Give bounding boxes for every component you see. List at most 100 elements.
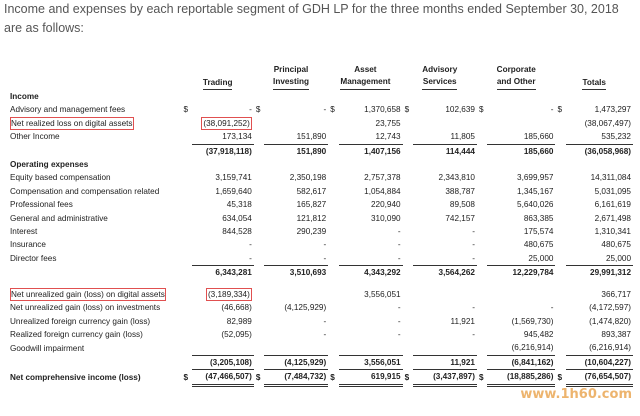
row-label: Realized foreign currency gain (loss) [10, 329, 143, 339]
currency-sign [403, 117, 413, 130]
currency-sign [182, 212, 192, 225]
currency-sign [477, 225, 487, 238]
cell-value: 863,385 [523, 213, 554, 223]
cell-value: (36,058,968) [565, 143, 633, 159]
currency-sign [328, 130, 338, 144]
currency-sign [328, 288, 338, 301]
currency-sign [254, 355, 264, 369]
currency-sign: $ [404, 105, 410, 115]
table-row: Unrealized foreign currency gain (loss) 8… [8, 315, 633, 328]
table-row: Net unrealized gain (loss) on investment… [8, 301, 633, 314]
currency-sign [477, 130, 487, 144]
table-row: Net unrealized gain (loss) on digital as… [8, 287, 633, 302]
currency-sign [555, 301, 565, 314]
currency-sign [555, 225, 565, 238]
currency-sign [328, 171, 338, 184]
highlighted-value: (3,189,334) [205, 287, 252, 302]
table-row: Net comprehensive income (loss) $ (47,466,… [8, 369, 633, 387]
currency-sign [182, 185, 192, 198]
currency-sign [555, 266, 565, 280]
cell-value: 185,660 [487, 143, 556, 159]
cell-value: 3,564,262 [412, 265, 477, 280]
cell-value: 3,510,693 [264, 265, 329, 280]
cell-value: - [397, 253, 401, 263]
table-row: Net realized loss on digital assets (38,0… [8, 116, 633, 131]
currency-sign [555, 288, 565, 301]
cell-value: - [397, 240, 401, 250]
row-label: Insurance [10, 240, 46, 250]
cell-value: 12,743 [375, 132, 401, 142]
currency-sign [477, 266, 487, 280]
cell-value: 151,890 [296, 132, 327, 142]
currency-sign [328, 301, 338, 314]
table-row: Realized foreign currency gain (loss) (52… [8, 328, 633, 341]
cell-value: 175,574 [523, 227, 554, 237]
currency-sign [182, 266, 192, 280]
cell-value: 619,915 [338, 369, 403, 387]
currency-sign [328, 328, 338, 341]
section-heading-row: Income [8, 90, 633, 103]
cell-value: (1,474,820) [589, 316, 631, 326]
currency-sign [555, 355, 565, 369]
cell-value: 310,090 [370, 213, 401, 223]
cell-value: 11,805 [450, 132, 475, 142]
row-label: Director fees [10, 254, 57, 264]
currency-sign [328, 144, 338, 158]
cell-value: 480,675 [523, 240, 554, 250]
currency-sign [182, 117, 192, 130]
currency-sign [403, 328, 413, 341]
cell-value: 220,940 [370, 200, 401, 210]
segment-income-table: Trading Principal Investing Asset Manageme… [8, 64, 633, 387]
currency-sign [555, 328, 565, 341]
cell-value: 3,556,051 [364, 289, 401, 299]
currency-sign [403, 198, 413, 211]
currency-sign: $ [557, 105, 563, 115]
cell-value: (10,604,227) [565, 354, 633, 370]
row-label: Goodwill impairment [10, 343, 85, 353]
currency-sign [477, 171, 487, 184]
cell-value: 1,345,167 [517, 186, 554, 196]
currency-sign [254, 266, 264, 280]
table-row: (37,918,118) 151,890 1,407,156 114,444 185,6… [8, 143, 633, 159]
currency-sign [182, 355, 192, 369]
cell-value: 3,699,957 [517, 173, 554, 183]
currency-sign [328, 117, 338, 130]
currency-sign [555, 171, 565, 184]
currency-sign [477, 315, 487, 328]
currency-sign [477, 252, 487, 266]
currency-sign [328, 198, 338, 211]
currency-sign [328, 252, 338, 266]
cell-value: 945,482 [523, 329, 554, 339]
cell-value: 582,617 [296, 186, 327, 196]
cell-value: 1,473,297 [594, 105, 631, 115]
col-header-corporate-other: Corporate and Other [477, 64, 556, 90]
cell-value: (37,918,118) [191, 143, 254, 159]
cell-value: 844,528 [222, 227, 252, 237]
row-label: Net comprehensive income (loss) [10, 372, 141, 382]
currency-sign [254, 341, 264, 355]
highlighted-value: (38,091,252) [201, 116, 252, 131]
currency-sign [403, 315, 413, 328]
cell-value: 25,000 [605, 253, 631, 263]
currency-sign [254, 171, 264, 184]
currency-sign [477, 185, 487, 198]
currency-sign [403, 301, 413, 314]
header-row: Trading Principal Investing Asset Manageme… [8, 64, 633, 90]
currency-sign [182, 238, 192, 251]
cell-value: - [249, 240, 252, 250]
currency-sign [403, 238, 413, 251]
cell-value: (4,125,929) [264, 354, 329, 370]
cell-value: - [323, 329, 327, 339]
currency-sign [403, 288, 413, 301]
currency-sign [182, 341, 192, 355]
cell-value: (76,654,507) [565, 369, 633, 387]
table-row: Equity based compensation 3,159,741 2,350,… [8, 171, 633, 184]
row-label: Unrealized foreign currency gain (loss) [10, 316, 151, 326]
currency-sign [477, 301, 487, 314]
currency-sign [182, 301, 192, 314]
cell-value: 634,054 [222, 213, 252, 223]
currency-sign [254, 130, 264, 144]
cell-value: 165,827 [296, 200, 327, 210]
currency-sign [555, 212, 565, 225]
cell-value: 29,991,312 [565, 265, 633, 280]
